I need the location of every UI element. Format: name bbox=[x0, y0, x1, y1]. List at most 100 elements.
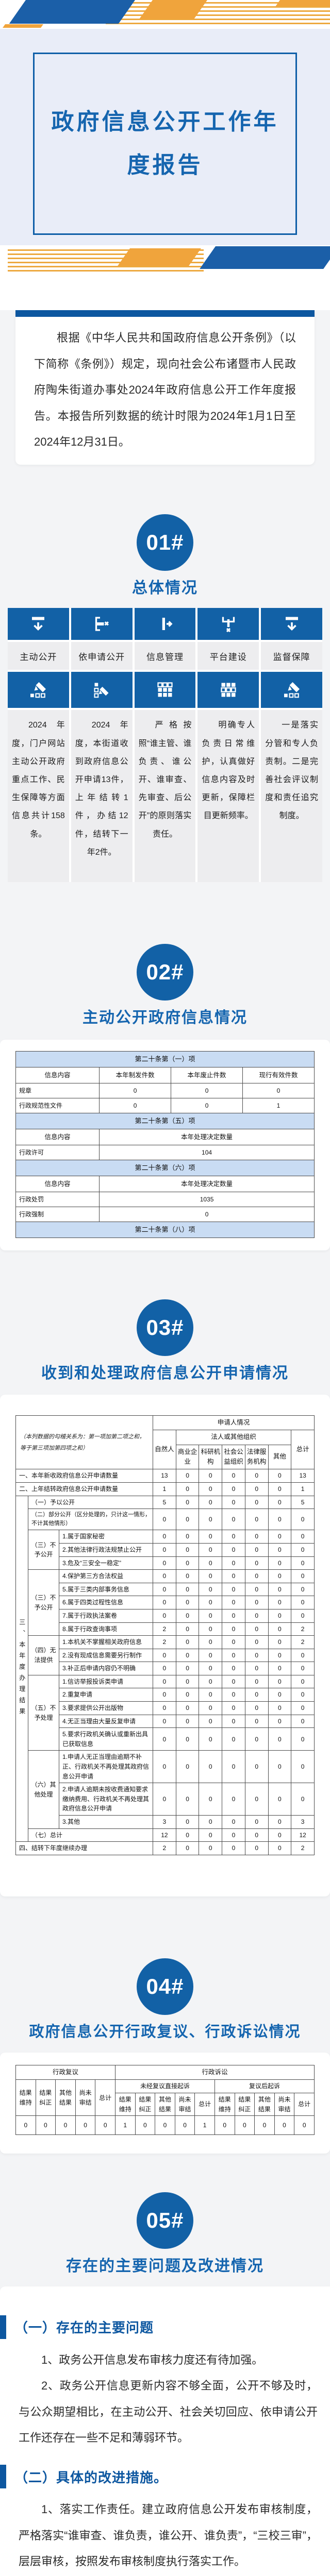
table-cell: 2 bbox=[291, 1622, 315, 1636]
article20-table: 第二十条第（一）项 信息内容 本年制发件数 本年废止件数 现行有效件数 规章 0 0 0 行政规范… bbox=[15, 1051, 315, 1239]
table-cell: 5.要求行政机关确认或重新出具已获取信息 bbox=[58, 1727, 154, 1751]
table-cell: 0 bbox=[268, 1688, 292, 1702]
table-cell: 0 bbox=[222, 1608, 245, 1623]
table-cell: 13 bbox=[153, 1469, 176, 1483]
table-cell: 三、本年度办理结果 bbox=[15, 1495, 28, 1842]
main-content: 根据《中华人民共和国政府信息公开条例》（以下简称《条例》）规定，现向社会公布诸暨… bbox=[0, 310, 330, 2576]
table-cell: 0 bbox=[268, 1648, 292, 1663]
table-cell: 0 bbox=[175, 1509, 200, 1531]
overview-label-2: 依申请公开 bbox=[71, 642, 133, 670]
table-cell: 8.属于行政查询事项 bbox=[58, 1622, 154, 1636]
table-cell: （本列数据的勾稽关系为：第一项加第二项之和，等于第三项加第四项之和） bbox=[15, 1415, 154, 1470]
table-cell: 0 bbox=[199, 1674, 223, 1689]
table-cell: 3.要求提供公开出版物 bbox=[58, 1701, 154, 1715]
table-cell: （三）不予公开 bbox=[28, 1530, 59, 1570]
section-badge-03: 03# bbox=[137, 1299, 193, 1357]
table-cell: 0 bbox=[268, 1582, 292, 1597]
table-cell: 0 bbox=[35, 2115, 56, 2136]
table-cell: 0 bbox=[153, 1556, 176, 1570]
table-cell: 0 bbox=[244, 1727, 269, 1751]
table-cell: 0 bbox=[222, 1783, 245, 1816]
table-cell: 0 bbox=[291, 1688, 315, 1702]
table-cell: 0 bbox=[268, 1727, 292, 1751]
table-cell: 0 bbox=[175, 1841, 200, 1855]
table-cell: 4.无正当理由大量反复申请 bbox=[58, 1714, 154, 1728]
issues-subheading-2-text: （二）具体的改进措施。 bbox=[14, 2469, 168, 2485]
table-cell: 0 bbox=[291, 1556, 315, 1570]
table-cell: 12 bbox=[291, 1828, 315, 1842]
table-cell: 本年处理决定数量 bbox=[99, 1129, 315, 1146]
table-cell: 0 bbox=[291, 1509, 315, 1531]
table-cell: 0 bbox=[268, 1469, 292, 1483]
table-cell: 0 bbox=[153, 1608, 176, 1623]
table-cell: 0 bbox=[199, 1556, 223, 1570]
overview-text-2: 2024年度，本街道收到政府信息公开申请13件，上年结转1件，办结12件，结转下… bbox=[71, 710, 133, 882]
table-cell: 0 bbox=[175, 1635, 200, 1649]
table-cell: 0 bbox=[175, 1556, 200, 1570]
table-cell: 第二十条第（八）项 bbox=[15, 1222, 315, 1239]
table-cell: 3 bbox=[291, 1815, 315, 1829]
table-cell: 1035 bbox=[99, 1192, 315, 1208]
table-cell: 0 bbox=[199, 1688, 223, 1702]
table-cell: 复议后起诉 bbox=[214, 2079, 315, 2093]
table-cell: 0 bbox=[175, 1701, 200, 1715]
table-cell: 0 bbox=[268, 1841, 292, 1855]
table-cell: 信息内容 bbox=[15, 1067, 100, 1084]
table-cell: 0 bbox=[291, 1569, 315, 1583]
table-cell: 0 bbox=[268, 1750, 292, 1784]
table-cell: 0 bbox=[222, 1701, 245, 1715]
table-cell: 1 bbox=[291, 1482, 315, 1496]
table-cell: 0 bbox=[175, 1674, 200, 1689]
table-cell: 总计 bbox=[95, 2079, 116, 2116]
hero-section: 政府信息公开工作年 度报告 bbox=[0, 29, 330, 245]
table-cell: 1 bbox=[194, 2115, 215, 2136]
table-cell: 现行有效件数 bbox=[242, 1067, 315, 1084]
table-cell: 0 bbox=[199, 1543, 223, 1557]
table-cell: 0 bbox=[244, 1662, 269, 1675]
table-cell: 0 bbox=[222, 1569, 245, 1583]
table-cell: 5 bbox=[153, 1495, 176, 1510]
issues-card: （一）存在的主要问题 1、政务公开信息发布审核力度还有待加强。 2、政务公开信息… bbox=[0, 2286, 330, 2576]
table-cell: 0 bbox=[291, 1582, 315, 1597]
overview-label-4: 平台建设 bbox=[197, 642, 259, 670]
table-cell: 0 bbox=[199, 1648, 223, 1663]
table-cell: 0 bbox=[155, 2115, 175, 2136]
orange-corner-icon bbox=[275, 0, 330, 6]
table-cell: 总计 bbox=[294, 2092, 315, 2116]
table-cell: 1.申请人无正当理由逾期不补正、行政机关不再处理其政府信息公开申请 bbox=[58, 1750, 154, 1784]
table-cell: 0 bbox=[274, 2115, 295, 2136]
issues-subheading-2: （二）具体的改进措施。 bbox=[0, 2465, 318, 2489]
grid-icon bbox=[197, 672, 259, 708]
table-cell: 总计 bbox=[194, 2092, 215, 2116]
table-cell: 结果维持 bbox=[114, 2092, 136, 2116]
table-cell: 法律服务机构 bbox=[244, 1444, 269, 1470]
table-cell: 0 bbox=[199, 1596, 223, 1609]
table-cell: 0 bbox=[244, 1750, 269, 1784]
table-cell: 0 bbox=[222, 1674, 245, 1689]
table-cell: 其他结果 bbox=[55, 2079, 76, 2116]
table-cell: 0 bbox=[175, 1608, 200, 1623]
section-badge-01: 01# bbox=[137, 514, 193, 571]
table-cell: 0 bbox=[244, 1674, 269, 1689]
tray-download-icon bbox=[261, 608, 322, 640]
table-cell: 0 bbox=[244, 1495, 269, 1510]
blue-bar-icon bbox=[0, 2315, 6, 2339]
issues-subheading-1-text: （一）存在的主要问题 bbox=[14, 2320, 154, 2336]
table-cell: 0 bbox=[95, 2115, 116, 2136]
table-cell: 第二十条第（六）项 bbox=[15, 1160, 315, 1177]
table-cell: 行政复议 bbox=[15, 2065, 116, 2080]
table-cell: （二）部分公开（区分处理的，只计这一情形，不计其他情形） bbox=[27, 1509, 154, 1531]
table-cell: 3.危及“三安全一稳定” bbox=[58, 1556, 154, 1570]
table-cell: 行政处罚 bbox=[15, 1192, 100, 1208]
table-cell: 0 bbox=[222, 1530, 245, 1544]
table-cell: 行政强制 bbox=[15, 1207, 100, 1223]
table-cell: 信息内容 bbox=[15, 1129, 100, 1146]
table-cell: 0 bbox=[244, 1556, 269, 1570]
table-cell: 0 bbox=[222, 1469, 245, 1483]
table-cell: 0 bbox=[175, 1714, 200, 1728]
table-cell: 0 bbox=[153, 1582, 176, 1597]
table-cell: 0 bbox=[175, 1543, 200, 1557]
table-cell: 0 bbox=[268, 1622, 292, 1636]
table-cell: 行政许可 bbox=[15, 1145, 100, 1161]
table-cell: 0 bbox=[291, 1714, 315, 1728]
